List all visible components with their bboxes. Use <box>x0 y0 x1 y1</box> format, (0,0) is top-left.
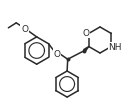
Text: O: O <box>54 49 61 58</box>
Polygon shape <box>84 47 89 52</box>
Text: O: O <box>21 25 28 33</box>
Text: NH: NH <box>108 43 121 52</box>
Text: O: O <box>83 29 90 38</box>
